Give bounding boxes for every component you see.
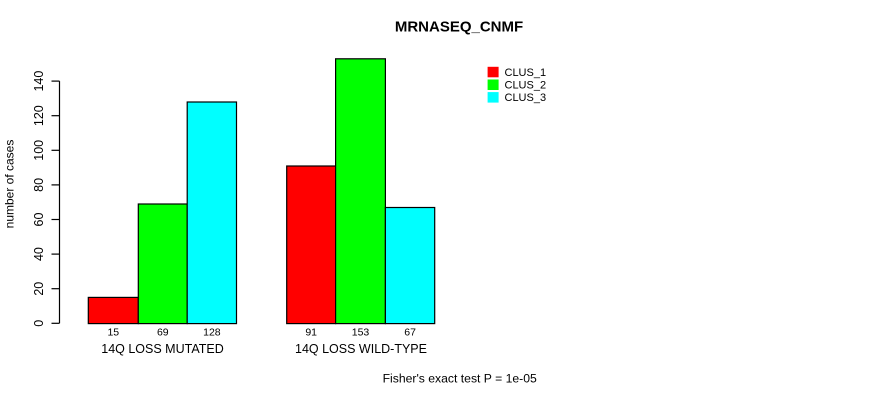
svg-text:number of cases: number of cases <box>3 140 17 229</box>
svg-text:140: 140 <box>32 71 46 92</box>
svg-text:Fisher's exact test P = 1e-05: Fisher's exact test P = 1e-05 <box>383 372 537 386</box>
svg-text:153: 153 <box>352 327 370 339</box>
svg-text:CLUS_2: CLUS_2 <box>505 80 547 92</box>
svg-text:91: 91 <box>305 327 317 339</box>
svg-text:40: 40 <box>32 247 46 261</box>
svg-text:14Q LOSS WILD-TYPE: 14Q LOSS WILD-TYPE <box>295 342 427 356</box>
svg-text:CLUS_1: CLUS_1 <box>505 67 547 79</box>
svg-text:MRNASEQ_CNMF: MRNASEQ_CNMF <box>395 19 523 36</box>
svg-text:80: 80 <box>32 178 46 192</box>
svg-text:60: 60 <box>32 213 46 227</box>
svg-text:69: 69 <box>157 327 169 339</box>
svg-text:15: 15 <box>107 327 119 339</box>
svg-text:67: 67 <box>404 327 416 339</box>
svg-text:128: 128 <box>203 327 221 339</box>
svg-text:0: 0 <box>32 320 46 327</box>
svg-text:CLUS_3: CLUS_3 <box>505 92 547 104</box>
svg-text:20: 20 <box>32 282 46 296</box>
svg-text:14Q LOSS MUTATED: 14Q LOSS MUTATED <box>101 342 223 356</box>
svg-text:120: 120 <box>32 105 46 126</box>
svg-text:100: 100 <box>32 140 46 161</box>
